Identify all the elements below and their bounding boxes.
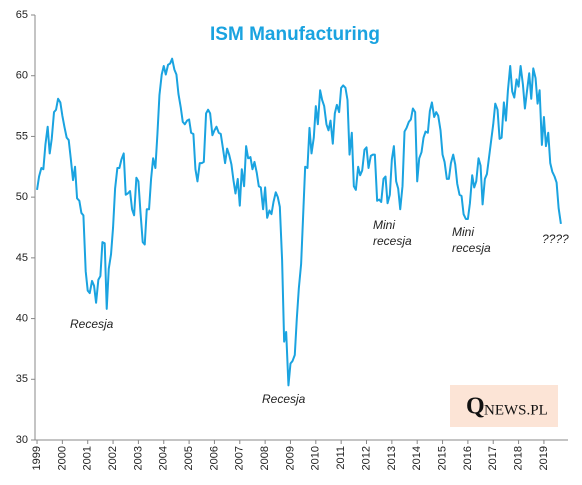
logo-box <box>450 385 558 427</box>
x-tick-label: 2016 <box>462 446 474 470</box>
y-tick-label: 45 <box>16 252 28 264</box>
x-tick-label: 2009 <box>284 446 296 470</box>
y-tick-label: 60 <box>16 70 28 82</box>
logo-text: NEWS.PL <box>484 402 548 418</box>
x-tick-label: 2019 <box>538 446 550 470</box>
x-tick-label: 2012 <box>360 446 372 470</box>
x-tick-label: 2011 <box>335 446 347 470</box>
x-tick-label: 2010 <box>310 446 322 470</box>
x-tick-label: 2008 <box>259 446 271 470</box>
chart-title: ISM Manufacturing <box>210 24 380 45</box>
annotation: recesja <box>373 234 412 248</box>
y-tick-label: 35 <box>16 373 28 385</box>
annotation: Mini <box>452 225 474 239</box>
x-tick-label: 2002 <box>107 446 119 470</box>
y-tick-label: 55 <box>16 130 28 142</box>
annotation: Recesja <box>70 317 114 331</box>
x-tick-label: 2017 <box>487 446 499 470</box>
annotation: Recesja <box>262 392 306 406</box>
y-tick-label: 40 <box>16 312 28 324</box>
x-tick-label: 2007 <box>234 446 246 470</box>
annotation: Mini <box>373 218 395 232</box>
annotation: recesja <box>452 241 491 255</box>
x-tick-label: 2005 <box>183 446 195 470</box>
x-tick-label: 2004 <box>158 446 170 470</box>
x-tick-label: 2013 <box>386 446 398 470</box>
y-tick-label: 30 <box>16 434 28 446</box>
x-tick-label: 1999 <box>31 446 43 470</box>
x-tick-label: 2015 <box>436 446 448 470</box>
y-tick-label: 65 <box>16 9 28 21</box>
x-tick-label: 2001 <box>82 446 94 470</box>
x-tick-label: 2018 <box>512 446 524 470</box>
x-tick-label: 2014 <box>411 446 423 470</box>
line <box>36 57 562 387</box>
logo-initial: Q <box>466 394 485 420</box>
x-tick-label: 2000 <box>56 446 68 470</box>
x-tick-label: 2003 <box>132 446 144 470</box>
annotation: ???? <box>542 232 569 246</box>
y-tick-label: 50 <box>16 191 28 203</box>
x-tick-label: 2006 <box>208 446 220 470</box>
